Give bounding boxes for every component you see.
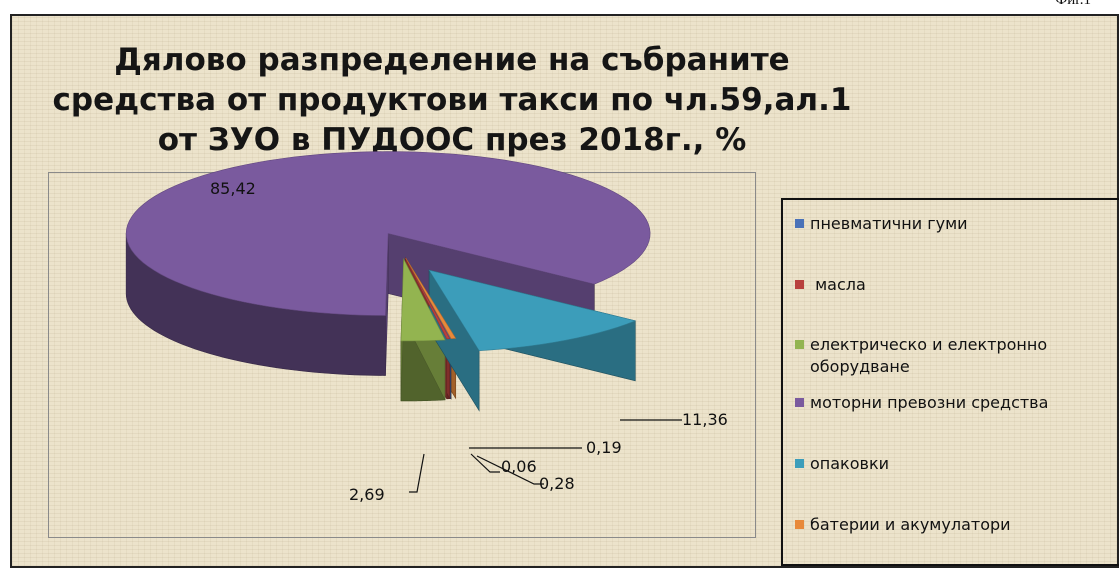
leader-line <box>470 453 500 473</box>
data-label: 0,06 <box>501 457 537 476</box>
legend-item: масла <box>795 274 866 296</box>
legend-label: моторни превозни средства <box>810 393 1049 412</box>
legend-item: пневматични гуми <box>795 213 968 235</box>
legend-swatch <box>795 520 804 529</box>
legend-swatch <box>795 219 804 228</box>
pie-slice <box>400 257 446 342</box>
legend-swatch <box>795 340 804 349</box>
legend-swatch <box>795 398 804 407</box>
pie-slice <box>405 257 451 340</box>
legend-swatch <box>795 280 804 289</box>
chart-frame: Дялово разпределение на събраните средст… <box>10 14 1119 568</box>
data-label: 85,42 <box>210 179 256 198</box>
legend-swatch <box>795 459 804 468</box>
legend-label: батерии и акумулатори <box>810 515 1011 534</box>
chart-title: Дялово разпределение на събраните средст… <box>12 40 892 160</box>
pie-slice <box>405 257 457 339</box>
data-label: 11,36 <box>682 410 728 429</box>
legend-item: опаковки <box>795 453 889 475</box>
figure-label: Фиг.1 <box>1055 0 1091 8</box>
pie-chart: 0,06 0,19 2,69 85,42 11,36 0,28 <box>125 151 728 504</box>
leader-line <box>409 453 425 493</box>
chart-title-line-3: от ЗУО в ПУДООС през 2018г., % <box>157 122 747 158</box>
chart-title-line-2: средства от продуктови такси по чл.59,ал… <box>52 82 852 118</box>
chart-title-line-1: Дялово разпределение на събраните <box>114 42 790 78</box>
pie-slice <box>428 269 637 352</box>
legend-label: пневматични гуми <box>810 214 968 233</box>
data-label: 2,69 <box>349 485 385 504</box>
leader-line <box>476 455 544 485</box>
legend-label: електрическо и електронно оборудване <box>810 335 1048 376</box>
legend: пневматични гуми масла електрическо и ел… <box>781 198 1119 566</box>
legend-item: батерии и акумулатори <box>795 514 1011 536</box>
legend-item: електрическо и електронно оборудване <box>795 334 1117 378</box>
legend-label: опаковки <box>810 454 889 473</box>
legend-item: моторни превозни средства <box>795 392 1048 414</box>
legend-label: масла <box>810 275 866 294</box>
data-label: 0,28 <box>539 474 575 493</box>
pie-slice <box>125 151 651 316</box>
data-label: 0,19 <box>586 438 622 457</box>
